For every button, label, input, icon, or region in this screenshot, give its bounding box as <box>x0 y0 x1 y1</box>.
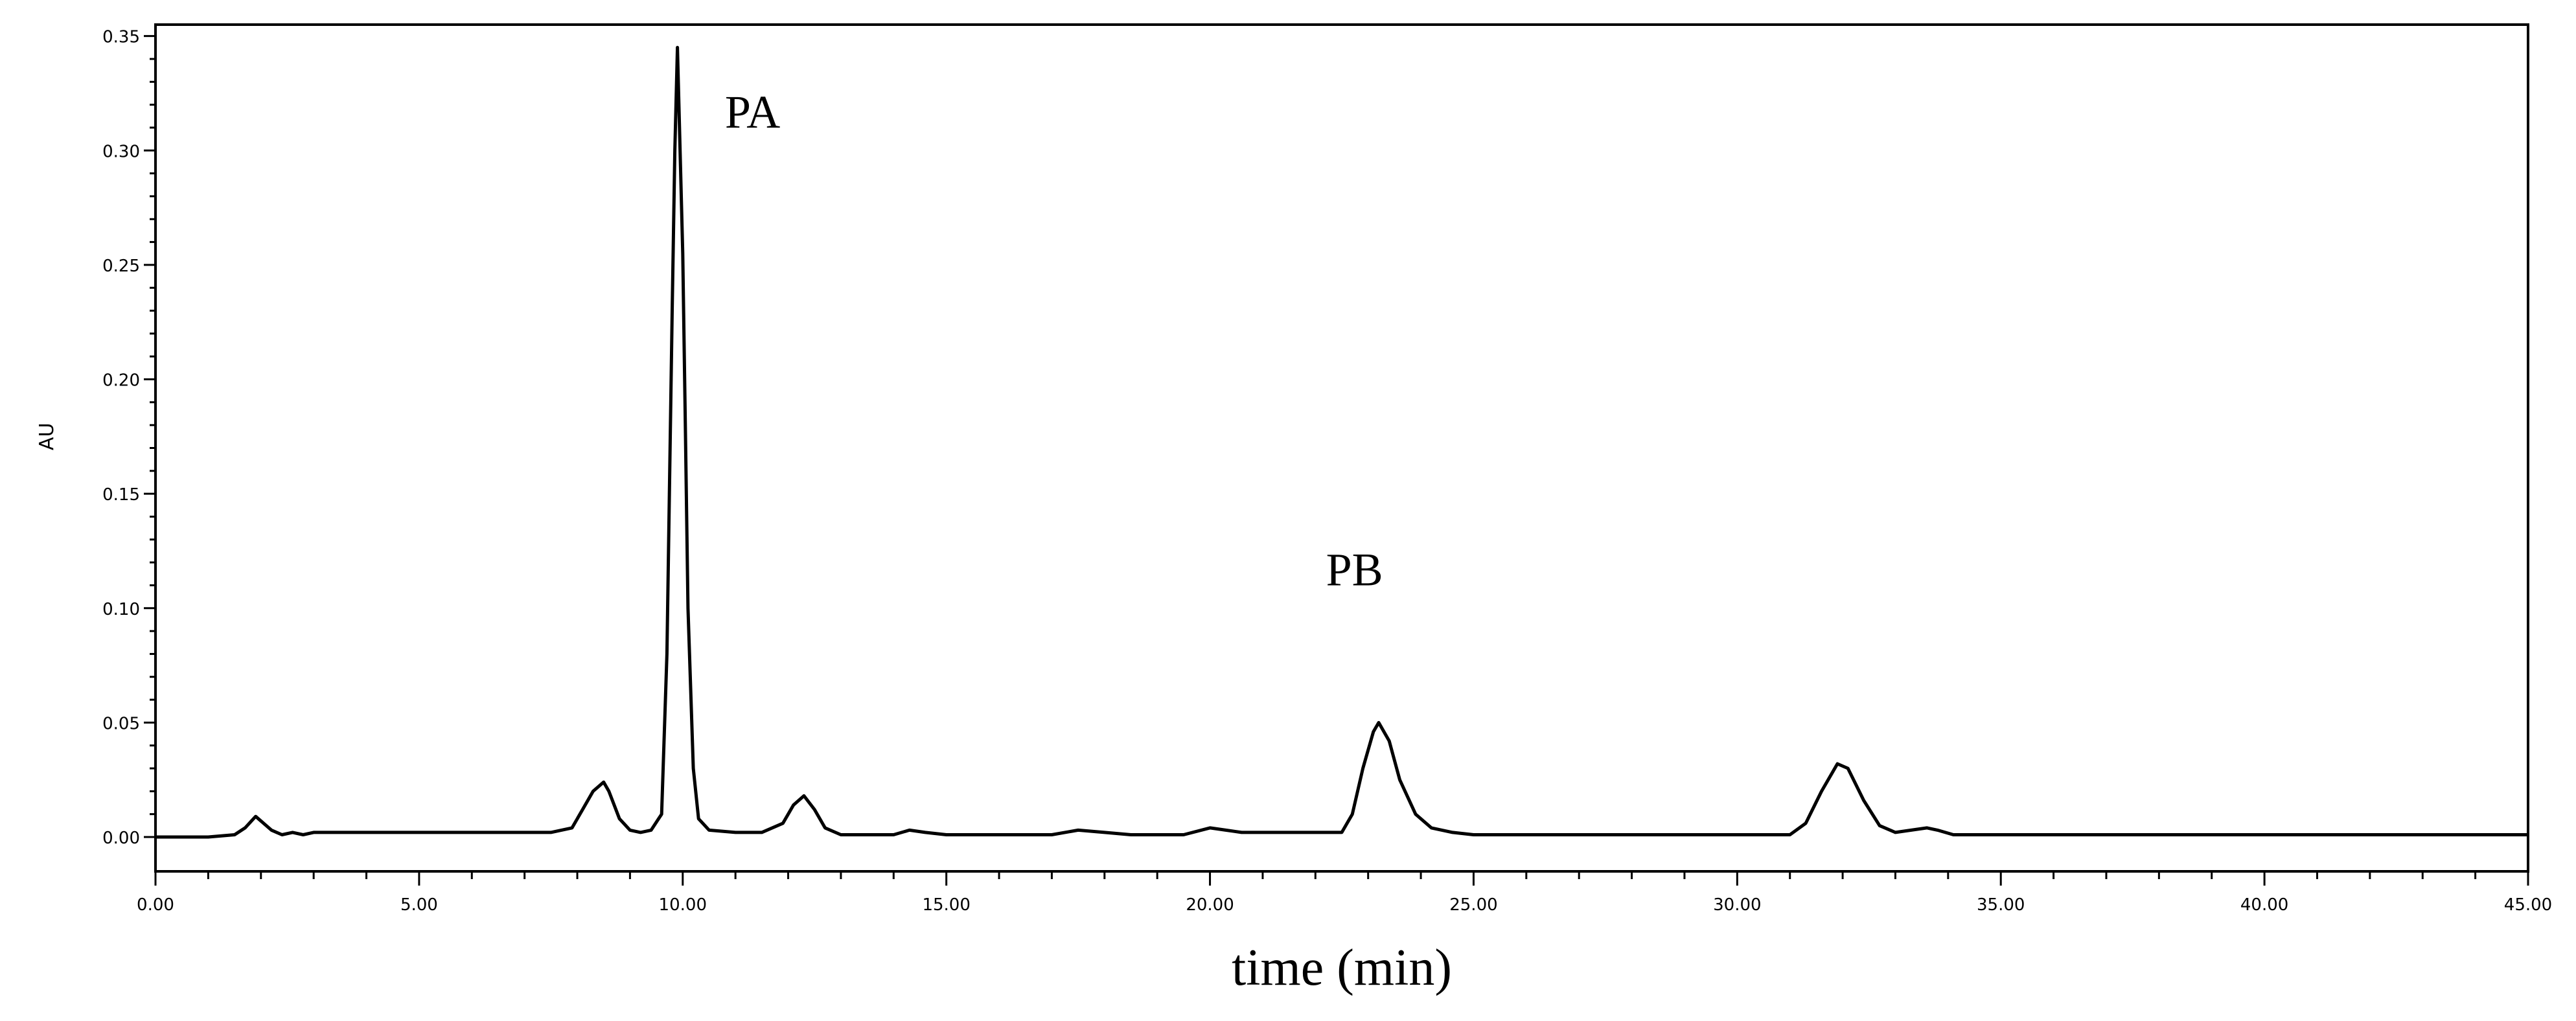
plot-frame <box>154 23 2529 873</box>
peak-label-pa: PA <box>725 86 780 138</box>
y-tick-label: 0.20 <box>102 371 140 391</box>
x-axis-title: time (min) <box>1232 939 1452 996</box>
annotations: PA PB <box>725 86 1383 595</box>
y-tick-label: 0.15 <box>102 485 140 505</box>
x-tick-label: 20.00 <box>1186 895 1234 915</box>
y-tick-label: 0.00 <box>102 829 140 848</box>
y-tick-label: 0.35 <box>102 28 140 47</box>
peak-label-pb: PB <box>1326 544 1383 595</box>
x-tick-label: 40.00 <box>2240 895 2288 915</box>
y-axis: 0.00 0.05 0.10 0.15 0.20 0.25 0.30 0.35 <box>102 28 155 848</box>
x-tick-label: 0.00 <box>137 895 174 915</box>
y-axis-title: AU <box>36 423 58 450</box>
y-tick-label: 0.30 <box>102 142 140 161</box>
y-tick-label: 0.05 <box>102 714 140 733</box>
x-tick-label: 35.00 <box>1977 895 2025 915</box>
x-tick-label: 15.00 <box>922 895 970 915</box>
x-tick-label: 45.00 <box>2504 895 2552 915</box>
x-tick-label: 30.00 <box>1713 895 1761 915</box>
series-line <box>155 45 2528 839</box>
x-tick-label: 25.00 <box>1449 895 1497 915</box>
x-axis: 0.00 5.00 10.00 15.00 20.00 25.00 30.00 35.00 40… <box>137 871 2552 915</box>
y-tick-label: 0.25 <box>102 257 140 276</box>
x-tick-label: 10.00 <box>659 895 707 915</box>
x-tick-label: 5.00 <box>400 895 438 915</box>
y-tick-label: 0.10 <box>102 600 140 619</box>
